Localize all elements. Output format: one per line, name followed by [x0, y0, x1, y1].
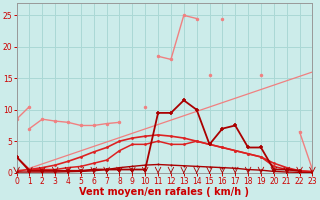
X-axis label: Vent moyen/en rafales ( km/h ): Vent moyen/en rafales ( km/h ) [79, 187, 250, 197]
